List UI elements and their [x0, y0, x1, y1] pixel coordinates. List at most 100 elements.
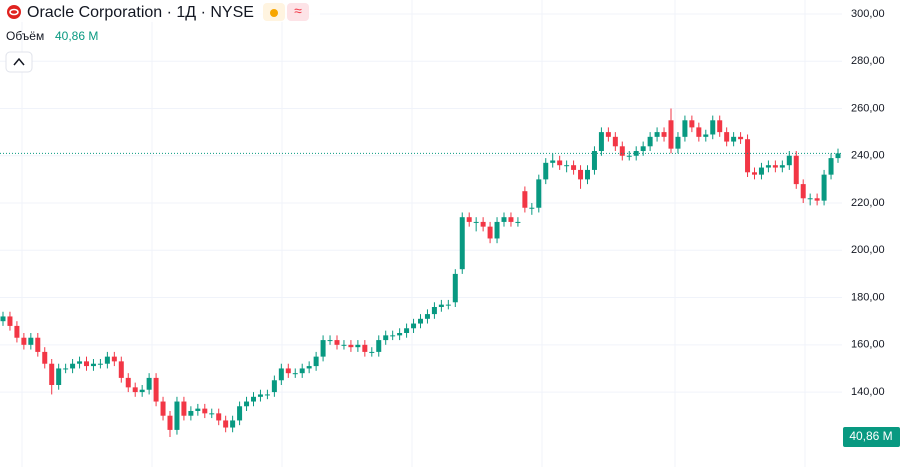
candle-body [605, 132, 611, 137]
candle-body [63, 368, 69, 370]
candle-body [675, 136, 681, 149]
candle-body [299, 368, 305, 374]
y-tick-label: 280,00 [851, 55, 885, 67]
candle-body [77, 361, 83, 364]
candle-body [807, 198, 813, 200]
candle-body [369, 351, 375, 353]
candle-body [118, 361, 124, 378]
candle-body [7, 316, 13, 326]
candle-body [390, 335, 396, 337]
candle-body [578, 169, 584, 180]
candle-body [828, 158, 834, 175]
volume-label: Объём [6, 29, 44, 43]
candle-body [647, 136, 653, 147]
candle-body [355, 344, 361, 348]
candle-body [431, 307, 437, 315]
candle-body [543, 162, 549, 180]
candle-body [668, 120, 674, 149]
candle-body [536, 179, 542, 208]
candle-body [814, 198, 820, 201]
candle-body [564, 165, 570, 167]
candle-body [529, 207, 535, 209]
candle-body [619, 146, 625, 156]
candle-body [438, 304, 444, 308]
candle-body [111, 356, 117, 362]
candle-body [418, 318, 423, 324]
candle-body [0, 316, 6, 322]
candle-body [313, 356, 319, 367]
y-tick-label: 220,00 [851, 197, 885, 209]
vertical-grid [21, 0, 806, 467]
candle-body [292, 373, 298, 375]
volume-badge-text: 40,86 M [849, 429, 892, 443]
candle-body [264, 394, 270, 396]
y-tick-label: 180,00 [851, 291, 885, 303]
candle-body [285, 368, 291, 374]
candle-body [501, 217, 507, 222]
candle-body [731, 136, 737, 142]
candle-body [661, 132, 667, 137]
y-tick-label: 240,00 [851, 150, 885, 162]
candle-body [779, 165, 785, 168]
delay-icon[interactable] [287, 3, 309, 21]
plot: 140,00 160,00 180,00 200,00 220,00 240,00 260,… [0, 8, 885, 437]
candle-body [125, 377, 131, 388]
candle-body [306, 366, 312, 369]
candle-body [35, 337, 41, 352]
candle-body [70, 363, 76, 369]
candle-body [424, 314, 430, 319]
candle-body [717, 120, 723, 133]
candle-body [494, 221, 500, 239]
collapse-button[interactable] [5, 51, 33, 73]
candle-body [202, 408, 208, 414]
candle-body [209, 413, 215, 415]
candle-body [216, 413, 222, 421]
candle-body [466, 217, 472, 222]
candle-body [793, 155, 799, 185]
candle-body [404, 328, 410, 333]
candle-body [181, 401, 187, 416]
candle-body [738, 136, 744, 140]
y-tick-label: 200,00 [851, 244, 885, 256]
candle-body [132, 387, 138, 393]
candle-body [522, 191, 528, 208]
logo [7, 5, 21, 19]
candle-body [348, 344, 354, 348]
candle-body [146, 377, 152, 390]
candle-body [251, 396, 256, 402]
candle-body [90, 363, 96, 367]
candle-body [188, 410, 194, 416]
header-bg [0, 0, 320, 22]
candle-body [598, 132, 604, 152]
volume-badge [843, 427, 900, 447]
candle-body [557, 160, 563, 166]
candle-body [612, 136, 618, 147]
chevron [13, 57, 25, 66]
candle-body [585, 169, 590, 180]
candle-body [473, 221, 479, 223]
y-tick-label: 300,00 [851, 8, 885, 20]
candle-body [362, 344, 368, 352]
logo-mark [9, 8, 19, 16]
candle-body [14, 325, 20, 338]
candle-body [21, 337, 27, 345]
candle-body [591, 151, 597, 170]
candle-body [84, 361, 89, 367]
candle-body [341, 344, 347, 346]
candle-body [752, 172, 757, 175]
candle-body [459, 217, 465, 270]
candle-body [710, 120, 716, 135]
y-tick-label: 260,00 [851, 102, 885, 114]
candle-body [320, 340, 326, 357]
candle-body [772, 165, 778, 168]
candle-body [724, 132, 730, 142]
candle-body [821, 174, 827, 201]
title: Oracle Corporation · 1Д · NYSE [27, 4, 254, 21]
candle-body [835, 153, 841, 159]
candle-body [174, 401, 180, 430]
candle-body [223, 420, 229, 428]
candle-body [800, 184, 806, 199]
candle-body [153, 377, 159, 402]
candle-body [452, 273, 458, 303]
